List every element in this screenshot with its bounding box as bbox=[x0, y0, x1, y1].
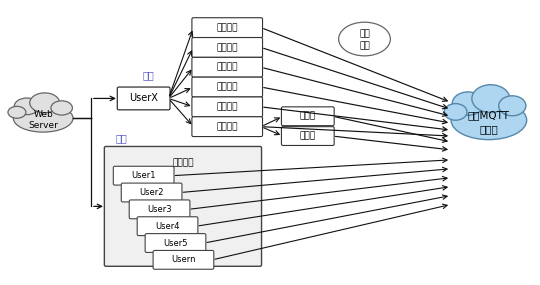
FancyBboxPatch shape bbox=[122, 183, 182, 202]
Text: User4: User4 bbox=[156, 222, 180, 231]
FancyBboxPatch shape bbox=[145, 234, 206, 253]
Text: User1: User1 bbox=[131, 171, 156, 180]
Text: UserX: UserX bbox=[129, 93, 158, 103]
Ellipse shape bbox=[8, 106, 26, 118]
FancyBboxPatch shape bbox=[104, 146, 261, 266]
Ellipse shape bbox=[51, 101, 72, 115]
Text: 一端: 一端 bbox=[143, 71, 154, 81]
Text: User5: User5 bbox=[163, 239, 188, 247]
Text: 其他用户: 其他用户 bbox=[172, 158, 194, 167]
Text: 释放任务: 释放任务 bbox=[217, 83, 238, 91]
Text: User3: User3 bbox=[147, 205, 172, 214]
Ellipse shape bbox=[472, 85, 510, 113]
Ellipse shape bbox=[14, 104, 73, 132]
Text: 多端: 多端 bbox=[116, 133, 127, 143]
Text: 创建任务: 创建任务 bbox=[217, 23, 238, 32]
Ellipse shape bbox=[451, 101, 526, 140]
FancyBboxPatch shape bbox=[113, 166, 174, 185]
Text: 认领任务: 认领任务 bbox=[217, 63, 238, 72]
FancyBboxPatch shape bbox=[281, 127, 334, 145]
FancyBboxPatch shape bbox=[137, 217, 198, 236]
Text: 已认领: 已认领 bbox=[300, 132, 316, 141]
Ellipse shape bbox=[14, 98, 39, 115]
Text: 未认领: 未认领 bbox=[300, 112, 316, 121]
FancyBboxPatch shape bbox=[192, 38, 262, 57]
FancyBboxPatch shape bbox=[192, 77, 262, 97]
Ellipse shape bbox=[444, 103, 467, 120]
FancyBboxPatch shape bbox=[153, 251, 214, 269]
Ellipse shape bbox=[499, 96, 526, 116]
FancyBboxPatch shape bbox=[117, 87, 170, 110]
Text: 删除任务: 删除任务 bbox=[217, 43, 238, 52]
Text: 环信MQTT
消息云: 环信MQTT 消息云 bbox=[468, 111, 510, 134]
Ellipse shape bbox=[339, 22, 390, 56]
Ellipse shape bbox=[452, 92, 484, 115]
FancyBboxPatch shape bbox=[192, 117, 262, 137]
FancyBboxPatch shape bbox=[129, 200, 190, 219]
FancyBboxPatch shape bbox=[281, 107, 334, 126]
Text: Web
Server: Web Server bbox=[28, 110, 58, 130]
Text: Usern: Usern bbox=[171, 255, 195, 264]
FancyBboxPatch shape bbox=[192, 97, 262, 117]
Ellipse shape bbox=[30, 93, 59, 113]
Text: 复活任务: 复活任务 bbox=[217, 102, 238, 111]
Text: User2: User2 bbox=[139, 188, 164, 197]
FancyBboxPatch shape bbox=[192, 57, 262, 77]
Text: 发送
消息: 发送 消息 bbox=[359, 30, 370, 50]
FancyBboxPatch shape bbox=[192, 18, 262, 38]
Text: 完成任务: 完成任务 bbox=[217, 122, 238, 131]
